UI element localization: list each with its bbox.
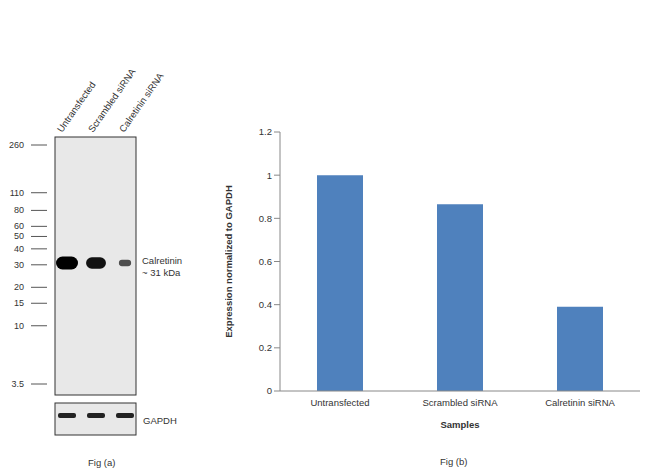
svg-text:80: 80 — [14, 205, 24, 215]
svg-text:10: 10 — [14, 321, 24, 331]
svg-text:Calretinin siRNA: Calretinin siRNA — [117, 70, 166, 134]
svg-text:Expression normalized to GAPDH: Expression normalized to GAPDH — [225, 185, 234, 338]
svg-text:Scrambled siRNA: Scrambled siRNA — [423, 397, 499, 408]
svg-text:1: 1 — [267, 170, 272, 181]
svg-text:20: 20 — [14, 282, 24, 292]
svg-text:0.4: 0.4 — [259, 299, 272, 310]
svg-text:40: 40 — [14, 244, 24, 254]
svg-text:Untransfected: Untransfected — [310, 397, 369, 408]
svg-text:1.2: 1.2 — [259, 126, 272, 137]
svg-text:3.5: 3.5 — [11, 379, 24, 389]
svg-text:GAPDH: GAPDH — [143, 415, 177, 426]
svg-text:Untransfected: Untransfected — [54, 79, 98, 135]
svg-text:Scrambled siRNA: Scrambled siRNA — [85, 66, 138, 135]
svg-text:0: 0 — [267, 385, 272, 396]
svg-text:Calretinin: Calretinin — [142, 255, 182, 266]
svg-text:30: 30 — [14, 260, 24, 270]
svg-text:0.8: 0.8 — [259, 213, 272, 224]
svg-text:110: 110 — [10, 188, 24, 198]
svg-text:Fig (a): Fig (a) — [88, 457, 115, 468]
svg-text:260: 260 — [9, 140, 24, 150]
svg-text:15: 15 — [14, 298, 24, 308]
svg-text:~ 31 kDa: ~ 31 kDa — [142, 267, 181, 278]
svg-text:0.6: 0.6 — [259, 256, 272, 267]
svg-text:Samples: Samples — [440, 419, 479, 430]
svg-text:0.2: 0.2 — [259, 342, 272, 353]
svg-text:60: 60 — [14, 221, 24, 231]
html-text:Fig (b): Fig (b) — [440, 456, 468, 467]
svg-text:Calretinin siRNA: Calretinin siRNA — [545, 397, 615, 408]
svg-text:50: 50 — [14, 231, 24, 241]
